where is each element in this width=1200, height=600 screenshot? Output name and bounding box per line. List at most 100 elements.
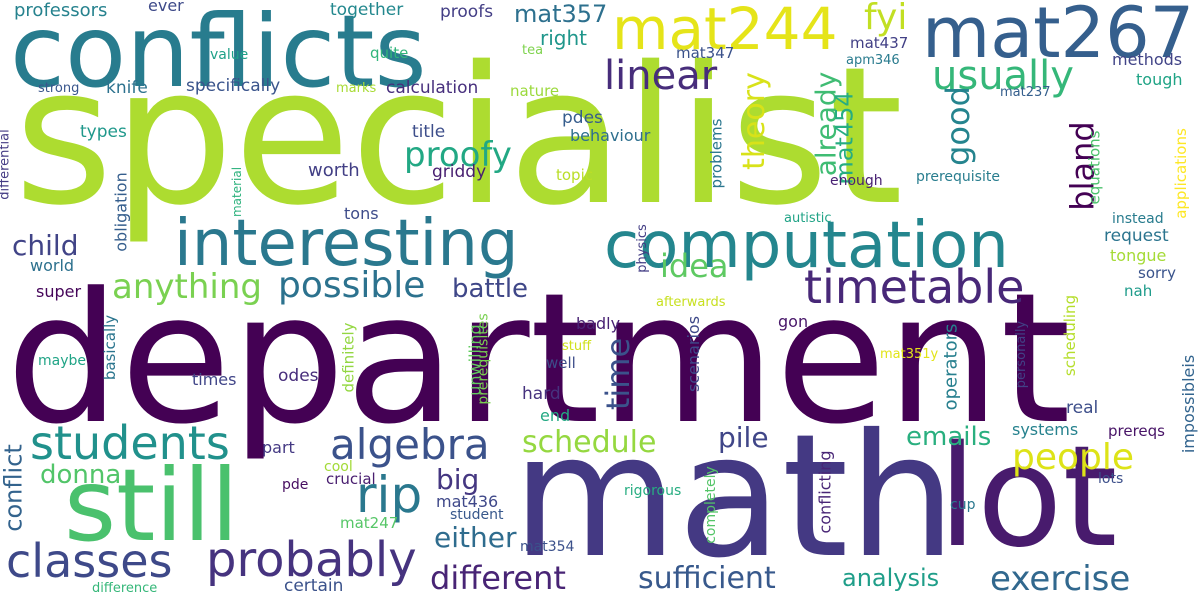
word-conflicts: conflicts xyxy=(10,0,427,110)
word-conflicting: conflicting xyxy=(815,450,835,534)
word-behaviour: behaviour xyxy=(570,126,651,145)
word-difference: difference xyxy=(92,581,158,596)
word-big: big xyxy=(436,463,480,496)
word-tough: tough xyxy=(1136,70,1183,89)
word-systems: systems xyxy=(1012,420,1079,439)
word-scenarios: scenarios xyxy=(684,315,704,393)
word-interesting: interesting xyxy=(174,207,519,281)
word-problems: problems xyxy=(707,118,726,189)
word-idea: idea xyxy=(660,247,729,285)
word-together: together xyxy=(330,0,404,20)
word-people: people xyxy=(1012,437,1135,478)
word-nah: nah xyxy=(1124,282,1153,300)
word-mat437: mat437 xyxy=(850,34,909,52)
word-world: world xyxy=(30,256,75,275)
word-donna: donna xyxy=(40,460,122,490)
word-mat267: mat267 xyxy=(922,0,1195,74)
word-lots: lots xyxy=(1098,471,1124,487)
word-mat454: mat454 xyxy=(830,91,859,185)
word-methods: methods xyxy=(1112,50,1183,69)
word-mat351y: mat351y xyxy=(880,347,939,362)
word-scheduling: scheduling xyxy=(1061,294,1080,377)
word-applications: applications xyxy=(1171,128,1190,219)
word-certain: certain xyxy=(284,576,344,596)
word-mat347: mat347 xyxy=(676,44,735,62)
word-specialist: specialist xyxy=(14,26,904,247)
word-crucial: crucial xyxy=(326,470,376,488)
word-fyi: fyi xyxy=(864,0,908,38)
word-autistic: autistic xyxy=(784,211,832,226)
word-definitely: definitely xyxy=(339,322,358,393)
word-knife: knife xyxy=(106,78,148,98)
word-pile: pile xyxy=(718,421,769,454)
word-rip: rip xyxy=(356,466,423,524)
word-unwilling: unwilling xyxy=(465,324,485,396)
word-obligation: obligation xyxy=(111,172,131,252)
word-rigorous: rigorous xyxy=(624,483,682,499)
word-mat354: mat354 xyxy=(520,539,575,555)
word-tons: tons xyxy=(344,204,379,223)
word-stuff: stuff xyxy=(562,339,592,354)
word-physics: physics xyxy=(634,224,650,273)
word-still: still xyxy=(64,447,239,564)
word-mat357: mat357 xyxy=(514,0,608,28)
word-sorry: sorry xyxy=(1138,264,1176,282)
word-griddy: griddy xyxy=(432,162,487,182)
word-mat237: mat237 xyxy=(1000,85,1051,100)
word-personally: personally xyxy=(1014,320,1030,389)
word-math: math xyxy=(512,398,957,596)
word-completely: completely xyxy=(702,466,719,544)
word-specifically: specifically xyxy=(186,76,281,96)
word-gon: gon xyxy=(778,312,809,331)
word-instead: instead xyxy=(1112,211,1164,227)
word-possible: possible xyxy=(278,265,426,306)
word-linear: linear xyxy=(604,53,718,99)
word-marks: marks xyxy=(336,81,377,96)
word-student: student xyxy=(450,507,504,523)
word-operators: operators xyxy=(940,323,962,411)
word-quite: quite xyxy=(370,44,409,62)
word-emails: emails xyxy=(906,422,992,452)
word-impossibleis: impossibleis xyxy=(1179,354,1199,454)
word-proofs: proofs xyxy=(440,2,494,22)
word-badly: badly xyxy=(576,314,621,333)
word-material: material xyxy=(230,166,245,218)
word-analysis: analysis xyxy=(842,564,940,592)
word-different: different xyxy=(430,559,566,597)
word-department: department xyxy=(6,255,1071,464)
word-pde: pde xyxy=(282,477,309,493)
word-good: good xyxy=(938,86,977,166)
word-types: types xyxy=(80,122,127,142)
word-pdes: pdes xyxy=(562,108,603,128)
word-hard: hard xyxy=(522,384,561,404)
word-exercise: exercise xyxy=(990,559,1131,599)
word-apm346: apm346 xyxy=(846,53,900,68)
word-prerequisite: prerequisite xyxy=(916,169,1000,185)
word-professors: professors xyxy=(14,0,108,21)
word-title: title xyxy=(412,122,446,142)
word-battle: battle xyxy=(452,274,529,304)
word-conflict: conflict xyxy=(0,444,28,532)
word-sufficient: sufficient xyxy=(638,561,776,596)
word-ever: ever xyxy=(148,0,184,15)
word-timetable: timetable xyxy=(804,260,1025,314)
word-basically: basically xyxy=(101,314,120,381)
word-time: time xyxy=(599,337,638,411)
word-topic: topic xyxy=(556,166,593,184)
word-mat247: mat247 xyxy=(340,514,399,532)
word-usually: usually xyxy=(932,53,1074,99)
word-value: value xyxy=(210,47,249,63)
word-strong: strong xyxy=(38,81,80,96)
word-schedule: schedule xyxy=(522,425,657,460)
word-right: right xyxy=(540,26,587,50)
word-end: end xyxy=(540,406,571,425)
word-lot: lot xyxy=(938,416,1118,579)
word-super: super xyxy=(36,282,82,301)
word-times: times xyxy=(192,370,237,389)
word-cool: cool xyxy=(324,459,353,475)
word-tea: tea xyxy=(522,43,544,58)
word-algebra: algebra xyxy=(330,420,490,469)
word-anything: anything xyxy=(112,267,262,307)
word-calculation: calculation xyxy=(386,78,479,98)
